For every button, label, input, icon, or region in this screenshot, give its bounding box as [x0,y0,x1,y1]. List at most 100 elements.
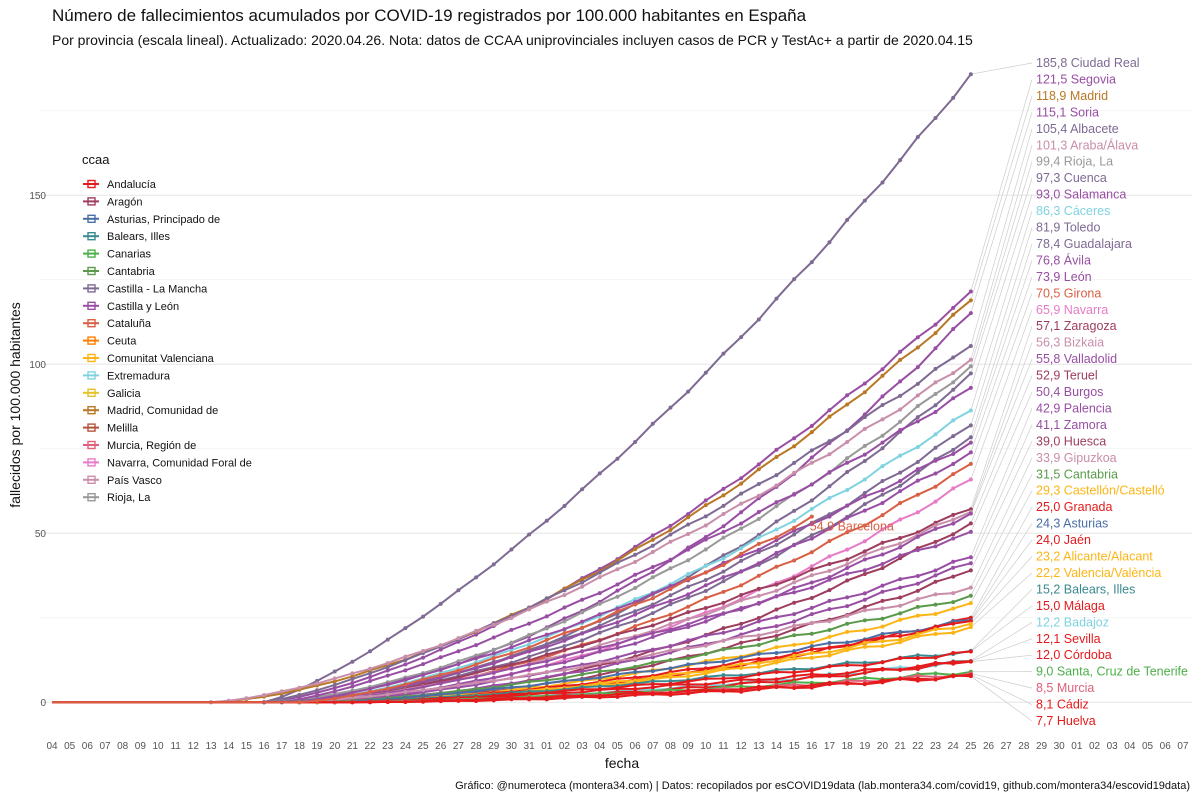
series-point [438,667,443,672]
series-point [756,664,761,669]
series-point [809,498,814,503]
series-point [933,445,938,450]
x-tick-label: 31 [524,741,536,752]
series-point [951,630,956,635]
series-point [385,637,390,642]
series-point [668,598,673,603]
series-point [544,652,549,657]
series-point [686,610,691,615]
series-point [756,642,761,647]
series-point [650,691,655,696]
series-point [703,651,708,656]
series-point [845,402,850,407]
series-end-label: 15,0 Málaga [1036,599,1105,613]
series-point [951,472,956,477]
series-point [898,349,903,354]
legend-entry: Extremadura [107,370,171,382]
series-point [597,612,602,617]
series-point [827,484,832,489]
series-point [597,601,602,606]
series-point [350,676,355,681]
series-point [544,644,549,649]
series-point [951,380,956,385]
series-end-label: 93,0 Salamanca [1036,188,1126,202]
series-end-label: 12,1 Sevilla [1036,632,1101,646]
series-point [756,510,761,515]
series-point [527,638,532,643]
series-point [862,198,867,203]
leader-line [970,572,1033,628]
series-point [915,467,920,472]
series-point [880,644,885,649]
series-point [474,666,479,671]
series-point [809,651,814,656]
leader-line [970,210,1033,411]
series-point [774,677,779,682]
series-point [527,658,532,663]
series-point [968,357,973,362]
series-point [968,568,973,573]
series-point [633,690,638,695]
series-point [862,452,867,457]
series-point [668,405,673,410]
series-point [827,562,832,567]
chart-title: Número de fallecimientos acumulados por … [52,6,807,25]
series-point [474,575,479,580]
series-point [739,521,744,526]
series-point [703,671,708,676]
series-point [739,491,744,496]
series-point [968,440,973,445]
series-point [809,647,814,652]
series-point [756,586,761,591]
series-point [898,158,903,163]
series-point [809,567,814,572]
x-tick-label: 25 [965,741,977,752]
series-point [792,508,797,513]
series-line-Salamanca [281,387,972,704]
series-point [686,515,691,520]
x-tick-label: 24 [400,741,412,752]
series-point [809,655,814,660]
series-point [915,548,920,553]
series-point [898,541,903,546]
x-tick-label: 06 [82,741,94,752]
series-point [527,662,532,667]
series-point [509,615,514,620]
series-point [650,669,655,674]
series-point [827,554,832,559]
series-point [880,660,885,665]
x-tick-label: 28 [471,741,483,752]
series-point [968,477,973,482]
series-point [403,682,408,687]
series-point [898,667,903,672]
series-point [580,672,585,677]
series-point [650,537,655,542]
series-point [880,433,885,438]
series-point [368,649,373,654]
series-point [739,598,744,603]
series-point [809,620,814,625]
series-point [792,612,797,617]
series-point [580,677,585,682]
series-point [792,619,797,624]
series-point [827,470,832,475]
series-point [438,601,443,606]
series-point [880,589,885,594]
series-point [739,583,744,588]
series-point [809,482,814,487]
series-point [739,501,744,506]
series-point [668,682,673,687]
series-point [933,484,938,489]
series-point [615,632,620,637]
series-point [615,582,620,587]
series-point [862,679,867,684]
series-point [862,568,867,573]
series-point [686,616,691,621]
series-point [279,689,284,694]
series-point [421,655,426,660]
series-point [898,478,903,483]
series-point [668,672,673,677]
series-point [456,683,461,688]
series-point [474,656,479,661]
series-point [792,685,797,690]
